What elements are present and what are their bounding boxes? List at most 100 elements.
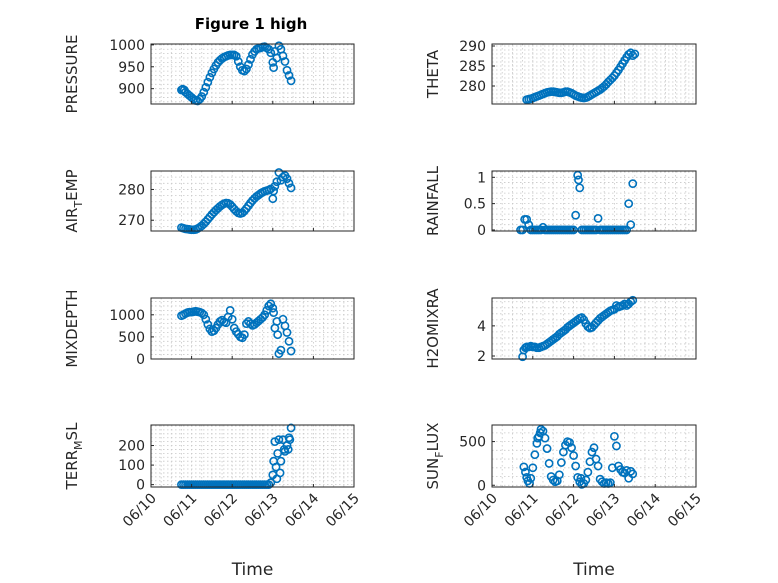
x-tick-label: 06/14 (624, 490, 664, 530)
data-point (286, 183, 296, 193)
axes-frame (150, 297, 355, 360)
y-tick-label: 100 (118, 458, 145, 474)
y-axis-label-part: TERR (63, 450, 81, 491)
data-point (244, 60, 253, 69)
x-tick-label: 06/15 (665, 491, 705, 531)
y-tick-label: 1000 (109, 38, 145, 54)
data-point (246, 54, 255, 64)
x-tick-label: 06/12 (201, 491, 241, 531)
data-point (626, 220, 636, 230)
y-axis-label-part: EMP (63, 169, 81, 200)
axes-frame (491, 424, 697, 488)
data-point (203, 77, 213, 87)
data-point (271, 462, 281, 472)
data-point (201, 82, 211, 92)
y-axis-label-part: T (72, 201, 85, 209)
axes-background (491, 170, 697, 232)
axes-frame (150, 43, 355, 105)
data-point (630, 49, 640, 59)
data-point (269, 186, 279, 196)
x-tick-label: 06/10 (120, 491, 160, 531)
data-point (197, 92, 207, 101)
data-point (624, 50, 634, 59)
subplot-5: 0 500 1000 MIXDEPTH (63, 289, 355, 368)
data-series (516, 170, 638, 235)
data-point (519, 462, 529, 472)
data-point (581, 475, 591, 485)
x-tick-label: 06/12 (543, 491, 583, 531)
y-tick-label: 1000 (109, 308, 145, 324)
data-point (203, 320, 213, 329)
y-tick-label: 500 (118, 330, 145, 346)
data-point (199, 310, 209, 320)
y-tick-label: 0.5 (464, 197, 486, 213)
subplot-7: 0 100 200 TERRMSL 06/10 06/11 06/12 06/13 06/14 0… (63, 422, 363, 580)
y-tick-label: 950 (118, 60, 145, 76)
data-point (571, 210, 581, 220)
y-axis-label-part: F (433, 451, 446, 457)
data-point (574, 175, 583, 185)
subplot-2: 280 285 290 THETA (424, 39, 697, 105)
data-point (280, 57, 290, 66)
data-point (282, 174, 292, 184)
subplot-6: 2 4 H2OMIXRA (424, 288, 697, 369)
data-point (268, 303, 278, 313)
y-tick-label: 285 (459, 59, 486, 75)
x-tick-label: 06/13 (583, 491, 623, 531)
y-tick-label: 4 (477, 319, 486, 335)
data-series (177, 423, 296, 490)
subplot-1: 900 950 1000 PRESSURE (63, 35, 355, 113)
y-axis-label-part: THETA (424, 49, 442, 99)
y-axis-label-part: LUX (424, 423, 442, 452)
data-point (591, 225, 601, 235)
data-point (622, 225, 632, 235)
data-series (177, 168, 296, 235)
figure-title: Figure 1 high (195, 15, 308, 33)
y-tick-label: 500 (459, 435, 486, 451)
data-point (528, 463, 538, 473)
data-point (593, 213, 603, 223)
data-point (197, 308, 207, 318)
y-tick-label: 1 (477, 170, 486, 186)
y-axis-label: H2OMIXRA (424, 288, 442, 369)
data-point (286, 346, 296, 356)
data-point (239, 330, 249, 340)
y-axis-label: MIXDEPTH (63, 289, 81, 367)
data-point (285, 435, 295, 445)
data-point (286, 423, 296, 433)
axes-frame (150, 424, 355, 488)
y-tick-label: 0 (136, 478, 145, 494)
subplot-8: 0 500 SUNFLUX 06/10 06/11 06/12 06/13 06/14 06/1… (424, 423, 705, 580)
data-point (246, 319, 255, 329)
y-tick-label: 2 (477, 349, 486, 365)
y-tick-label: 0 (136, 352, 145, 368)
data-point (199, 87, 209, 97)
data-point (278, 172, 288, 182)
x-axis-label: Time (231, 560, 274, 580)
data-point (518, 225, 527, 235)
data-point (610, 431, 619, 441)
data-point (569, 451, 578, 460)
x-tick-label: 06/15 (323, 491, 363, 531)
data-point (554, 470, 564, 480)
data-point (284, 336, 294, 346)
x-axis-label: Time (572, 560, 615, 580)
y-axis-label: THETA (424, 49, 442, 99)
data-point (536, 424, 546, 434)
data-point (266, 478, 276, 488)
data-point (556, 458, 566, 467)
data-point (276, 456, 286, 466)
data-point (583, 467, 593, 477)
axes-frame (150, 170, 355, 232)
x-tick-label: 06/10 (461, 491, 501, 531)
data-point (522, 215, 532, 224)
y-axis-label: RAINFALL (424, 165, 442, 236)
axes-frame (491, 170, 697, 232)
data-point (526, 473, 536, 483)
data-point (548, 475, 558, 485)
y-axis-label-part: SUN (424, 458, 442, 490)
x-tick-label: 06/13 (242, 491, 282, 531)
y-tick-label: 200 (118, 439, 145, 455)
data-point (278, 51, 288, 61)
data-point (542, 444, 552, 453)
